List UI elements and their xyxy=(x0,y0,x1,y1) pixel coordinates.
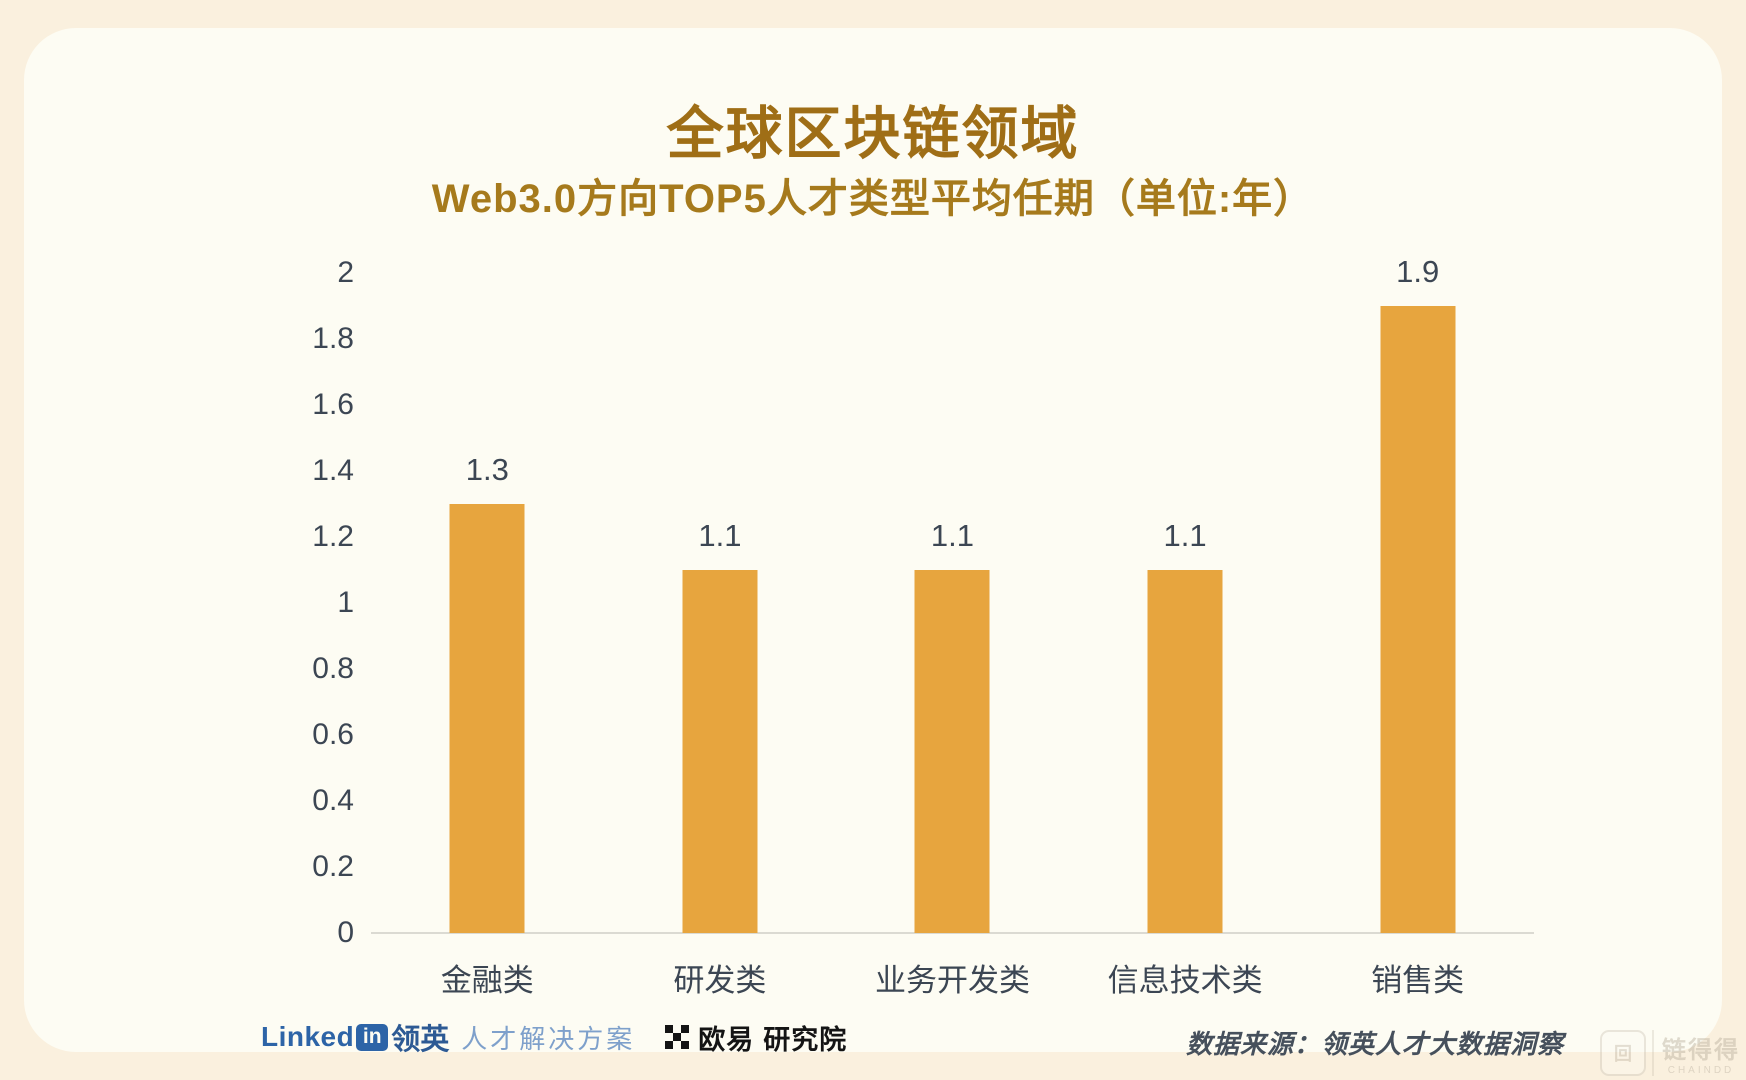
x-category-label: 研发类 xyxy=(673,963,767,998)
linkedin-cn-name: 领英 xyxy=(391,1024,450,1056)
watermark-en: CHAINDD xyxy=(1667,1065,1735,1076)
x-category-label: 信息技术类 xyxy=(1107,963,1263,998)
okx-squares-icon xyxy=(665,1025,690,1049)
watermark: 回 链得得 CHAINDD xyxy=(1600,1030,1740,1076)
y-tick-label: 0.6 xyxy=(312,718,354,751)
y-tick-label: 0.2 xyxy=(312,850,354,883)
x-category-label: 业务开发类 xyxy=(874,963,1030,998)
y-tick-label: 2 xyxy=(337,256,354,289)
data-source-note: 数据来源：领英人才大数据洞察 xyxy=(1185,1029,1564,1059)
bar-信息技术类 xyxy=(1147,570,1223,933)
watermark-text: 链得得 CHAINDD xyxy=(1652,1030,1740,1076)
bar-slot: 1.1 业务开发类 xyxy=(836,273,1069,998)
bar-slot: 1.1 信息技术类 xyxy=(1069,273,1302,998)
bar-slot: 1.1 研发类 xyxy=(604,273,837,998)
linkedin-wordmark: Linked xyxy=(261,1021,355,1052)
footer-logos: Linked in 领英 人才解决方案 欧易 研究院 xyxy=(261,1016,847,1058)
bar-研发类 xyxy=(682,570,758,933)
x-category-label: 金融类 xyxy=(440,963,534,998)
linkedin-logo: Linked in 领英 人才解决方案 xyxy=(261,1016,635,1058)
chart-card: 全球区块链领域 Web3.0方向TOP5人才类型平均任期（单位:年） 2 1.8 1… xyxy=(24,28,1722,1059)
plot-area: 1.3 金融类 1.1 研发类 1.1 业务开发类 1.1 信息技术类 1.9 销售类 xyxy=(371,254,1534,998)
watermark-logo-icon: 回 xyxy=(1600,1030,1646,1076)
y-tick-label: 0.4 xyxy=(312,784,354,817)
bar-业务开发类 xyxy=(914,570,990,933)
y-tick-label: 0 xyxy=(337,916,354,949)
okx-logo: 欧易 研究院 xyxy=(665,1018,847,1057)
okx-research-label: 研究院 xyxy=(763,1024,848,1055)
bar-value-label: 1.1 xyxy=(930,518,975,553)
y-tick-label: 1.4 xyxy=(312,454,354,487)
okx-cn-name: 欧易 xyxy=(698,1024,755,1055)
bar-slot: 1.3 金融类 xyxy=(371,273,604,998)
y-tick-label: 1 xyxy=(337,586,354,619)
y-tick-label: 1.8 xyxy=(312,322,354,355)
y-tick-label: 1.6 xyxy=(312,388,354,421)
x-category-label: 销售类 xyxy=(1371,963,1465,998)
y-tick-label: 0.8 xyxy=(312,652,354,685)
bar-value-label: 1.1 xyxy=(698,518,742,553)
chart-title: 全球区块链领域 xyxy=(666,102,1080,166)
chart-subtitle: Web3.0方向TOP5人才类型平均任期（单位:年） xyxy=(431,177,1315,221)
linkedin-in-icon: in xyxy=(356,1023,389,1051)
x-axis-line xyxy=(371,932,1534,934)
y-tick-label: 1.2 xyxy=(312,520,354,553)
bar-value-label: 1.1 xyxy=(1163,518,1207,553)
watermark-cn: 链得得 xyxy=(1662,1037,1740,1064)
bar-金融类 xyxy=(449,504,525,933)
bar-slot: 1.9 销售类 xyxy=(1301,254,1534,998)
bar-value-label: 1.3 xyxy=(465,452,509,487)
linkedin-tagline: 人才解决方案 xyxy=(461,1023,636,1054)
bar-销售类 xyxy=(1380,306,1456,933)
bar-value-label: 1.9 xyxy=(1396,254,1440,289)
y-axis: 2 1.8 1.6 1.4 1.2 1 0.8 0.6 0.4 0.2 0 xyxy=(254,256,354,949)
